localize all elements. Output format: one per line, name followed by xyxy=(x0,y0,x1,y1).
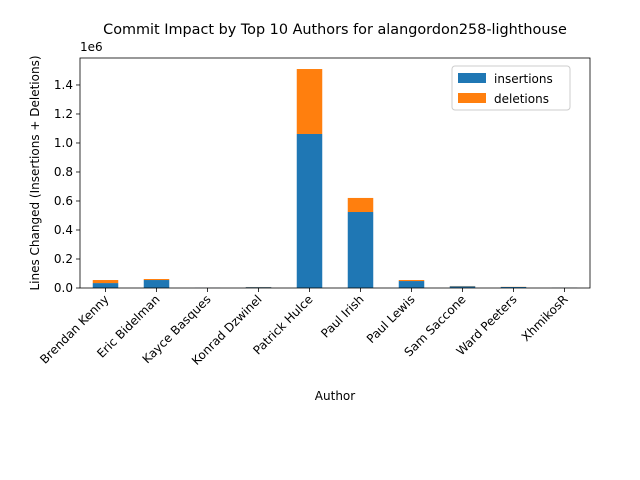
bar-segment xyxy=(449,286,476,288)
y-tick-label: 0.0 xyxy=(54,281,73,295)
legend-label: insertions xyxy=(494,72,553,86)
chart-title: Commit Impact by Top 10 Authors for alan… xyxy=(103,22,567,38)
bar-segment xyxy=(347,197,374,213)
axes-frame xyxy=(79,57,591,289)
y-tick-label: 1.4 xyxy=(54,78,73,92)
bar-segment xyxy=(245,287,272,288)
bar-segment xyxy=(143,279,170,281)
y-axis-label: Lines Changed (Insertions + Deletions) xyxy=(28,55,42,290)
legend-swatch xyxy=(458,73,486,83)
legend-swatch xyxy=(458,93,486,103)
bar-segment xyxy=(398,280,425,282)
bar-segment xyxy=(92,283,119,288)
bar-segment xyxy=(143,280,170,288)
y-offset-label: 1e6 xyxy=(80,40,103,54)
bar-segment xyxy=(296,69,323,134)
y-tick-label: 0.6 xyxy=(54,194,73,208)
x-axis-label: Author xyxy=(315,389,355,403)
y-tick-label: 1.0 xyxy=(54,136,73,150)
y-tick-label: 0.2 xyxy=(54,252,73,266)
bar-segment xyxy=(500,286,527,288)
legend: insertions deletions xyxy=(451,65,571,111)
bar-segment xyxy=(92,280,119,284)
y-tick-label: 1.2 xyxy=(54,107,73,121)
bar-segment xyxy=(296,133,323,288)
bar-segment xyxy=(347,212,374,288)
y-tick-label: 0.4 xyxy=(54,223,73,237)
y-tick-label: 0.8 xyxy=(54,165,73,179)
bar-segment xyxy=(398,281,425,288)
legend-label: deletions xyxy=(494,92,549,106)
